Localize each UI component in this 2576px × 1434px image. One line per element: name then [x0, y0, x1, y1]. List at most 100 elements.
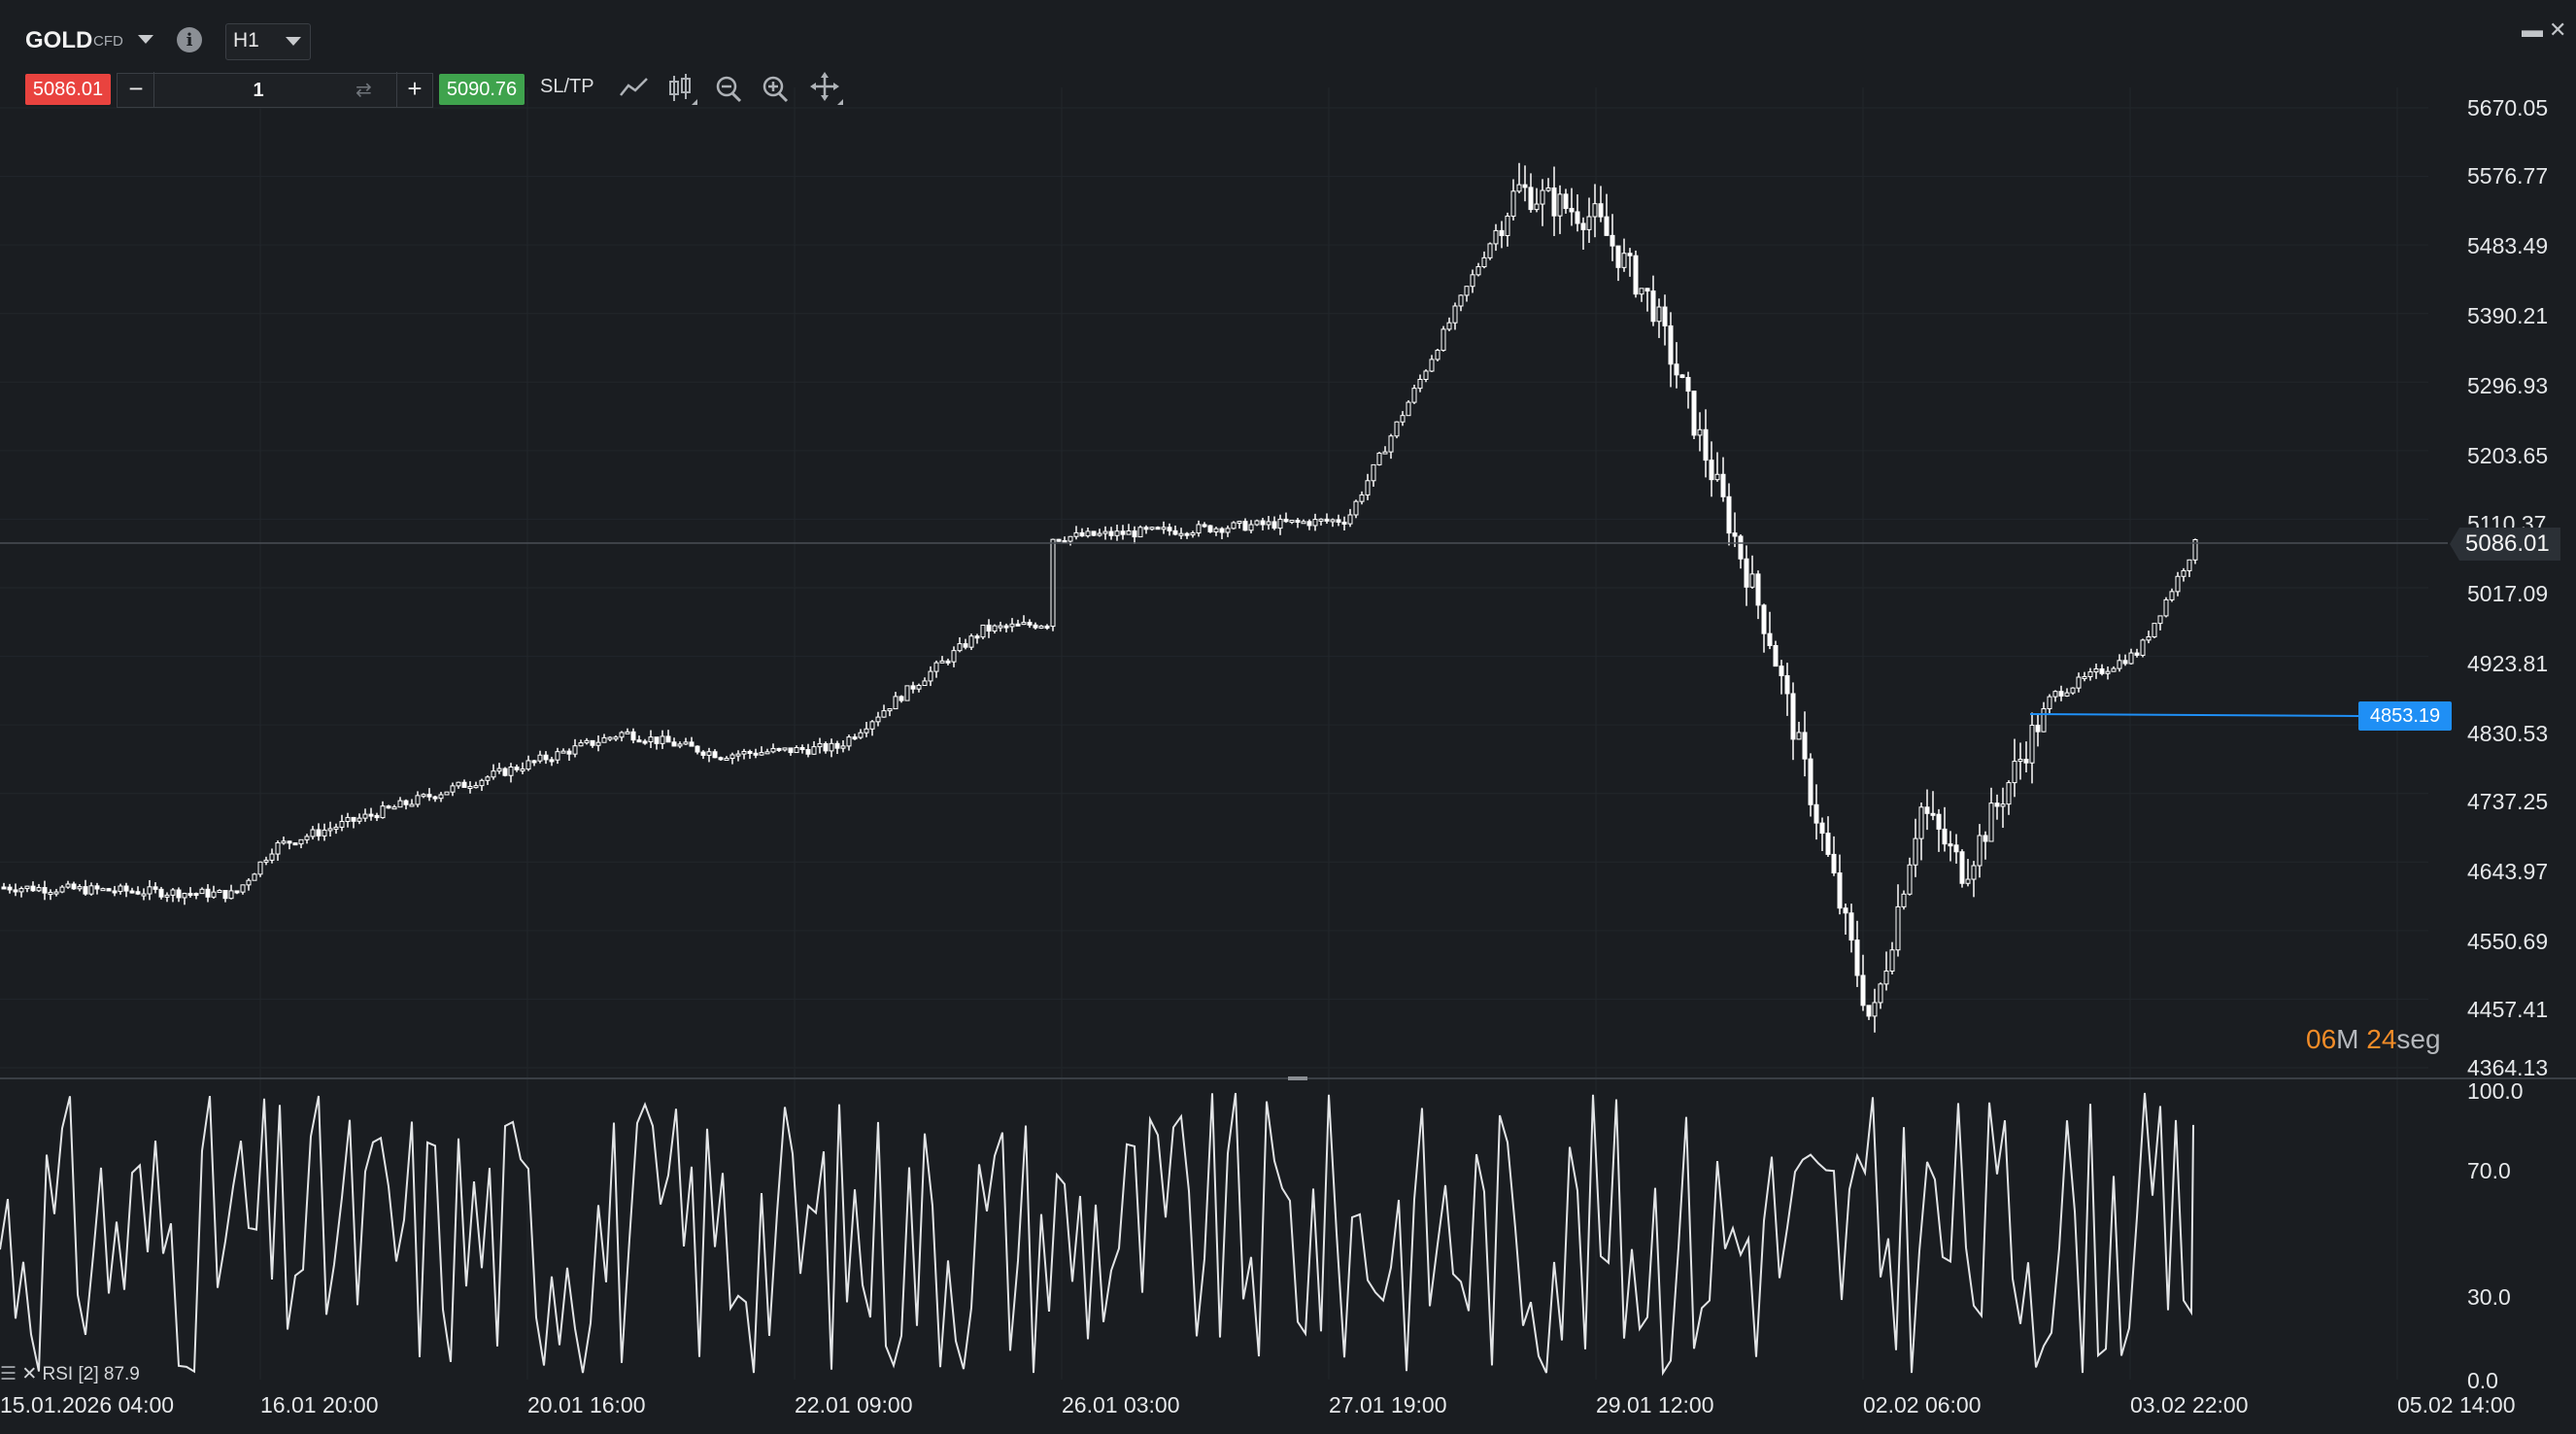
candle	[2146, 631, 2152, 644]
price-tick-label: 4457.41	[2467, 997, 2549, 1022]
candle	[945, 658, 951, 666]
candle	[1650, 275, 1656, 326]
candle	[980, 624, 986, 640]
quantity-input[interactable]	[155, 75, 361, 106]
rsi-line	[0, 1092, 2194, 1377]
candle	[933, 660, 939, 678]
info-icon[interactable]: i	[177, 27, 202, 52]
candle	[473, 781, 479, 789]
price-tick-label: 4550.69	[2467, 929, 2549, 954]
candle	[1493, 223, 1499, 252]
candle	[864, 722, 869, 737]
candle	[1761, 603, 1767, 653]
candle	[1685, 371, 1691, 409]
line-chart-icon[interactable]	[618, 70, 651, 107]
rsi-legend-label: RSI [2] 87.9	[42, 1364, 140, 1384]
candle	[391, 804, 397, 810]
time-tick-label: 27.01 19:00	[1329, 1392, 1447, 1417]
close-icon[interactable]: ✕	[2549, 17, 2567, 42]
candlestick-icon[interactable]	[666, 70, 699, 107]
pane-resize-handle	[1288, 1076, 1307, 1080]
candle	[1639, 288, 1644, 302]
candle	[741, 748, 747, 760]
sell-button[interactable]: 5086.01	[25, 74, 111, 105]
candle	[642, 738, 648, 745]
candle	[747, 749, 753, 760]
candle	[94, 882, 100, 895]
candle	[735, 750, 741, 762]
symbol-dropdown-icon[interactable]	[138, 35, 153, 44]
candle	[2058, 685, 2064, 701]
candle	[269, 848, 275, 864]
candle	[601, 734, 607, 743]
candle	[112, 885, 118, 897]
candle	[1132, 526, 1137, 544]
symbol-name[interactable]: GOLD	[25, 27, 93, 53]
candle	[53, 888, 59, 897]
sltp-button[interactable]: SL/TP	[540, 76, 594, 97]
candle	[1831, 836, 1837, 876]
candle	[1423, 369, 1429, 383]
candle	[77, 884, 83, 892]
candle	[1301, 519, 1306, 525]
candle	[939, 656, 945, 664]
candle	[158, 886, 164, 900]
quantity-decrease-button[interactable]: −	[119, 72, 154, 107]
candle	[636, 735, 642, 743]
candle	[1108, 527, 1114, 540]
candle	[1965, 859, 1971, 887]
candle	[910, 681, 916, 694]
candle	[1878, 982, 1883, 1009]
candle	[1242, 518, 1248, 531]
candle	[1709, 441, 1714, 497]
candle	[1126, 524, 1132, 535]
candle	[1499, 221, 1505, 249]
candle	[2122, 654, 2128, 666]
candle	[1068, 535, 1073, 546]
candle	[974, 633, 980, 644]
candle	[1481, 251, 1487, 269]
candle	[1691, 391, 1697, 440]
candle	[1085, 527, 1091, 538]
candle	[1889, 941, 1895, 974]
swap-icon[interactable]: ⇄	[356, 80, 372, 101]
chart-toolbar: GOLD CFD i H1 5086.01 − ⇄ + 5090.76 SL/T…	[0, 0, 2576, 117]
candle	[2105, 666, 2111, 680]
candle	[59, 885, 65, 894]
price-level-tag[interactable]: 4853.19	[2358, 701, 2452, 731]
candle	[2035, 714, 2041, 747]
candle	[1277, 514, 1283, 535]
candle	[1720, 457, 1726, 502]
crosshair-icon[interactable]	[808, 70, 843, 107]
zoom-out-icon[interactable]	[713, 70, 746, 107]
zoom-in-icon[interactable]	[760, 70, 793, 107]
candle	[1073, 526, 1079, 540]
candle	[1516, 162, 1522, 193]
timeframe-dropdown-icon[interactable]	[286, 37, 301, 46]
quantity-increase-button[interactable]: +	[396, 72, 432, 107]
candle	[193, 892, 199, 900]
minimize-icon[interactable]: ▬	[2522, 17, 2543, 42]
candle	[660, 730, 665, 749]
candle	[1155, 526, 1161, 530]
remove-indicator-icon[interactable]: ✕	[21, 1364, 38, 1384]
candle	[1598, 186, 1604, 222]
rsi-legend[interactable]: ☰ ✕ RSI [2] 87.9	[0, 1363, 140, 1385]
candle	[695, 745, 700, 755]
candle	[1202, 522, 1207, 529]
candle	[928, 666, 933, 687]
candle	[83, 879, 88, 896]
buy-button[interactable]: 5090.76	[439, 74, 525, 105]
menu-icon[interactable]: ☰	[0, 1364, 17, 1384]
price-tick-label: 5483.49	[2467, 233, 2549, 258]
candle	[1575, 194, 1580, 232]
candle	[2175, 571, 2181, 597]
candle	[590, 739, 595, 748]
candle	[380, 801, 386, 819]
candle	[1231, 521, 1237, 529]
candle	[537, 750, 543, 764]
candle	[957, 636, 963, 653]
candle	[1318, 518, 1324, 526]
candle	[2152, 623, 2157, 638]
